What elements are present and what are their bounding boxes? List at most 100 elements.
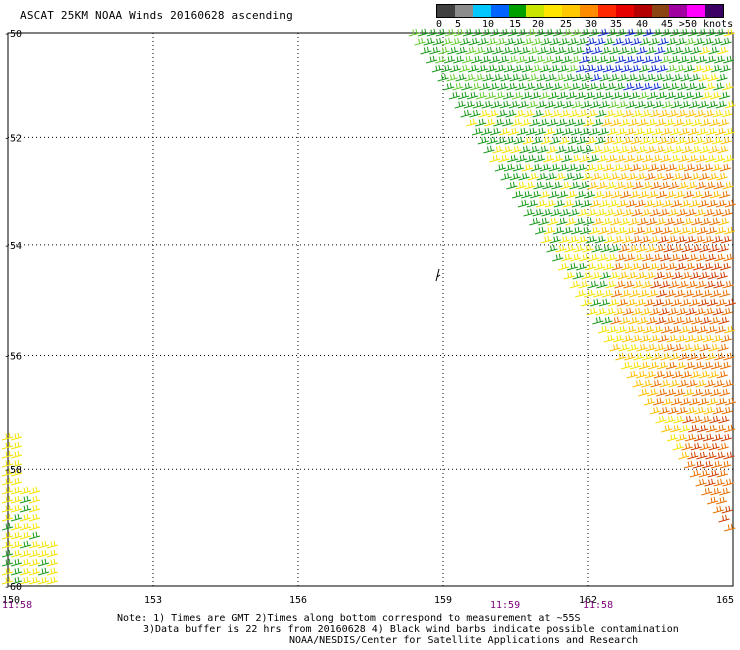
- wind-barb: [627, 46, 639, 55]
- wind-barb: [650, 280, 662, 289]
- wind-barb: [417, 28, 430, 37]
- wind-barb: [567, 37, 579, 46]
- wind-barb: [659, 55, 672, 64]
- wind-barb: [558, 235, 570, 244]
- wind-barb: [657, 235, 669, 244]
- wind-barb: [614, 82, 626, 91]
- wind-barb: [657, 136, 669, 145]
- wind-barb: [580, 199, 592, 208]
- wind-barb: [578, 82, 590, 91]
- wind-barb: [19, 567, 32, 576]
- wind-barb: [657, 334, 669, 343]
- wind-barb: [529, 118, 541, 127]
- wind-barb: [537, 46, 549, 55]
- wind-barb: [570, 154, 582, 163]
- wind-barb: [584, 163, 597, 172]
- wind-barb: [671, 271, 683, 280]
- wind-barb: [611, 163, 624, 172]
- wind-barb: [10, 549, 23, 558]
- wind-barb: [542, 181, 554, 190]
- wind-barb: [705, 154, 717, 163]
- wind-barb: [621, 136, 633, 145]
- wind-barb: [515, 181, 527, 190]
- wind-barb: [610, 91, 623, 100]
- wind-barb: [695, 280, 707, 289]
- wind-barb: [505, 109, 517, 118]
- wind-barb: [705, 451, 717, 460]
- latitude-label: -54: [4, 241, 22, 252]
- wind-barb: [651, 325, 664, 334]
- wind-barb: [651, 253, 663, 262]
- wind-barb: [699, 442, 711, 451]
- wind-barb: [605, 55, 618, 64]
- wind-barb: [46, 576, 59, 585]
- wind-barb: [523, 208, 535, 217]
- wind-barb: [615, 352, 627, 361]
- wind-barb: [612, 334, 624, 343]
- wind-barb: [620, 289, 632, 298]
- wind-barb: [499, 100, 511, 109]
- wind-barb: [715, 397, 728, 406]
- wind-barb: [586, 109, 598, 118]
- wind-barb: [646, 118, 658, 127]
- wind-barb: [633, 28, 646, 37]
- wind-barb: [479, 82, 491, 91]
- wind-barb: [497, 82, 509, 91]
- wind-barb: [533, 181, 545, 190]
- wind-barb: [610, 316, 622, 325]
- wind-barb: [611, 262, 624, 271]
- wind-barb: [662, 370, 674, 379]
- wind-barb: [696, 451, 708, 460]
- wind-barb: [19, 549, 32, 558]
- wind-barb: [575, 289, 587, 298]
- wind-barb: [551, 82, 563, 91]
- legend-swatch: [580, 5, 598, 17]
- wind-barb: [633, 226, 646, 235]
- wind-barb: [443, 55, 456, 64]
- wind-barb: [625, 298, 638, 307]
- wind-barb: [530, 163, 543, 172]
- wind-barb: [618, 343, 630, 352]
- wind-barb: [651, 226, 664, 235]
- wind-barb: [478, 109, 490, 118]
- wind-barb: [613, 109, 625, 118]
- wind-barb: [671, 172, 683, 181]
- wind-barb: [671, 370, 683, 379]
- wind-barb: [692, 361, 705, 370]
- wind-barb: [638, 64, 650, 73]
- wind-barb: [556, 91, 569, 100]
- wind-barb: [708, 343, 720, 352]
- wind-barb: [511, 118, 523, 127]
- wind-barb: [689, 73, 701, 82]
- wind-barb: [650, 379, 662, 388]
- longitude-label: 162: [579, 595, 597, 606]
- wind-barb: [687, 451, 699, 460]
- wind-barb: [572, 73, 584, 82]
- wind-barb: [429, 46, 441, 55]
- wind-barb: [592, 316, 604, 325]
- wind-barb: [516, 154, 528, 163]
- wind-barb: [653, 271, 665, 280]
- wind-barb: [580, 100, 592, 109]
- wind-barb: [509, 73, 521, 82]
- wind-barb: [643, 298, 656, 307]
- wind-barb: [1, 459, 14, 468]
- wind-barb: [470, 82, 482, 91]
- wind-barb: [642, 352, 654, 361]
- wind-barb: [687, 325, 700, 334]
- wind-barb: [623, 55, 636, 64]
- wind-barb: [588, 226, 601, 235]
- wind-barb: [714, 253, 726, 262]
- wind-barb: [702, 433, 715, 442]
- wind-barb: [684, 433, 697, 442]
- wind-barb: [661, 424, 673, 433]
- wind-barb: [597, 226, 610, 235]
- wind-barb: [449, 64, 461, 73]
- wind-barb: [558, 136, 570, 145]
- wind-barb: [698, 271, 710, 280]
- wind-barb: [10, 477, 23, 486]
- wind-barb: [711, 136, 723, 145]
- wind-barb: [610, 190, 623, 199]
- longitude-label: 150: [2, 595, 20, 606]
- wind-barb: [674, 262, 687, 271]
